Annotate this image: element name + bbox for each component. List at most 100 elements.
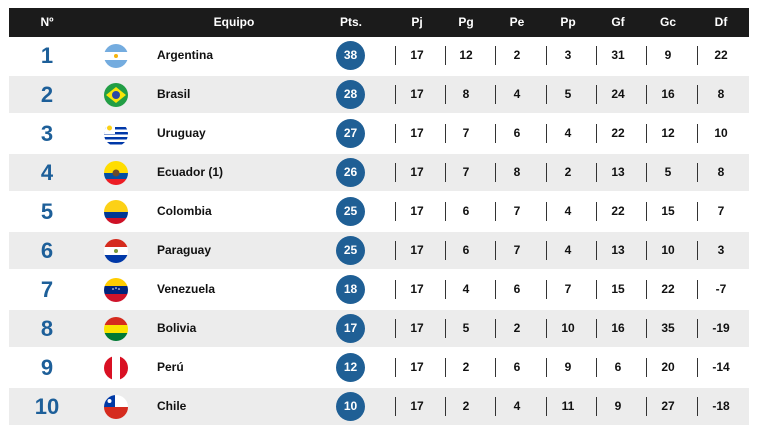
column-divider <box>445 85 446 104</box>
cell-won: 2 <box>462 360 470 374</box>
points-badge: 17 <box>336 314 365 343</box>
column-divider <box>445 124 446 143</box>
cell-drawn: 6 <box>513 126 521 140</box>
cell-lost: 10 <box>561 321 575 335</box>
chile-flag-icon <box>104 395 128 419</box>
column-divider <box>395 397 396 416</box>
header-points: Pts. <box>339 15 362 29</box>
points-badge: 25 <box>336 236 365 265</box>
column-divider <box>495 358 496 377</box>
cell-goal-diff: 7 <box>717 204 725 218</box>
column-divider <box>596 358 597 377</box>
column-divider <box>646 46 647 65</box>
column-divider <box>395 319 396 338</box>
column-divider <box>546 280 547 299</box>
header-lost: Pp <box>560 15 576 29</box>
cell-played: 17 <box>410 165 424 179</box>
cell-won: 6 <box>462 204 470 218</box>
column-divider <box>646 163 647 182</box>
column-divider <box>646 85 647 104</box>
cell-drawn: 7 <box>513 204 521 218</box>
table-row: 3 Uruguay 27 17 7 6 4 22 12 10 <box>9 115 749 154</box>
points-badge: 26 <box>336 158 365 187</box>
cell-goal-diff: -14 <box>712 360 730 374</box>
cell-lost: 9 <box>564 360 572 374</box>
cell-won: 7 <box>462 165 470 179</box>
column-divider <box>697 124 698 143</box>
team-name[interactable]: Paraguay <box>157 232 211 269</box>
cell-goals-for: 31 <box>611 48 625 62</box>
position-number: 10 <box>34 394 60 419</box>
table-row: 6 Paraguay 25 17 6 7 4 13 10 3 <box>9 232 749 271</box>
column-divider <box>697 358 698 377</box>
column-divider <box>546 241 547 260</box>
column-divider <box>697 46 698 65</box>
column-divider <box>546 202 547 221</box>
cell-lost: 4 <box>564 126 572 140</box>
cell-lost: 7 <box>564 282 572 296</box>
points-badge: 28 <box>336 80 365 109</box>
team-name[interactable]: Argentina <box>157 37 213 74</box>
team-name[interactable]: Perú <box>157 349 184 386</box>
column-divider <box>495 202 496 221</box>
cell-lost: 3 <box>564 48 572 62</box>
column-divider <box>546 397 547 416</box>
table-row: 8 Bolivia 17 17 5 2 10 16 35 -19 <box>9 310 749 349</box>
team-name[interactable]: Uruguay <box>157 115 206 152</box>
cell-goals-against: 35 <box>661 321 675 335</box>
column-divider <box>395 241 396 260</box>
column-divider <box>395 280 396 299</box>
header-won: Pg <box>458 15 474 29</box>
column-divider <box>697 202 698 221</box>
colombia-flag-icon <box>104 200 128 224</box>
cell-won: 12 <box>459 48 473 62</box>
header-drawn: Pe <box>509 15 525 29</box>
cell-played: 17 <box>410 360 424 374</box>
cell-goal-diff: -19 <box>712 321 730 335</box>
position-number: 9 <box>40 355 54 380</box>
column-divider <box>445 46 446 65</box>
cell-won: 6 <box>462 243 470 257</box>
column-divider <box>646 124 647 143</box>
column-divider <box>495 46 496 65</box>
column-divider <box>646 241 647 260</box>
cell-played: 17 <box>410 282 424 296</box>
team-name-text: Chile <box>157 399 187 413</box>
header-team: Equipo <box>213 15 255 29</box>
column-divider <box>596 202 597 221</box>
header-position: Nº <box>40 15 54 29</box>
column-divider <box>546 319 547 338</box>
column-divider <box>546 46 547 65</box>
cell-goal-diff: -7 <box>715 282 727 296</box>
ecuador-flag-icon <box>104 161 128 185</box>
points-badge: 25 <box>336 197 365 226</box>
cell-drawn: 2 <box>513 48 521 62</box>
cell-lost: 11 <box>561 399 575 413</box>
column-divider <box>596 319 597 338</box>
cell-goal-diff: 8 <box>717 87 725 101</box>
column-divider <box>495 85 496 104</box>
column-divider <box>495 280 496 299</box>
team-name[interactable]: Brasil <box>157 76 190 113</box>
points-badge: 38 <box>336 41 365 70</box>
standings-table: Nº Equipo Pts. Pj Pg Pe Pp Gf Gc Df 1 Arg… <box>9 8 749 427</box>
cell-lost: 2 <box>564 165 572 179</box>
table-row: 5 Colombia 25 17 6 7 4 22 15 7 <box>9 193 749 232</box>
table-row: 2 Brasil 28 17 8 4 5 24 16 8 <box>9 76 749 115</box>
column-divider <box>646 319 647 338</box>
table-row: 10 Chile 10 17 2 4 11 9 27 -18 <box>9 388 749 427</box>
cell-goals-for: 22 <box>611 204 625 218</box>
column-divider <box>697 85 698 104</box>
team-name-text: Uruguay <box>157 126 206 140</box>
team-name[interactable]: Chile <box>157 388 186 425</box>
cell-drawn: 8 <box>513 165 521 179</box>
column-divider <box>697 163 698 182</box>
cell-drawn: 4 <box>513 399 521 413</box>
cell-lost: 4 <box>564 243 572 257</box>
team-name[interactable]: Colombia <box>157 193 212 230</box>
cell-goals-against: 20 <box>661 360 675 374</box>
column-divider <box>646 397 647 416</box>
team-name[interactable]: Venezuela <box>157 271 215 308</box>
team-name[interactable]: Bolivia <box>157 310 196 347</box>
team-name[interactable]: Ecuador (1) <box>157 154 223 191</box>
